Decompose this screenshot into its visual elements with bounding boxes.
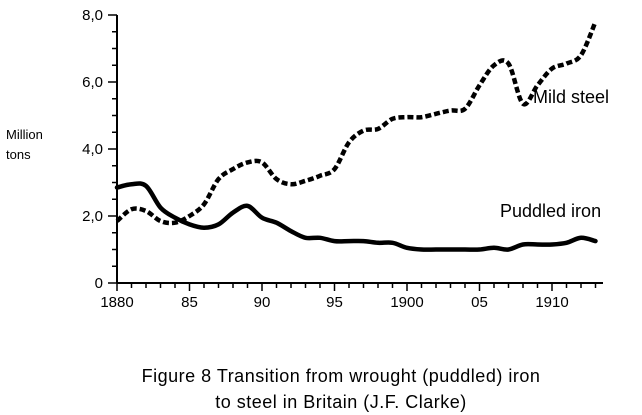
y-axis-label-line-2: tons [6, 147, 31, 162]
y-axis-label-line-1: Million [6, 127, 43, 142]
series-lines [114, 20, 598, 252]
x-axis-ticks: 1880 85 90 95 1900 05 1910 [100, 283, 597, 311]
figure-caption-line-2: to steel in Britain (J.F. Clarke) [215, 392, 467, 412]
x-tick-label: 05 [471, 294, 488, 311]
x-tick-label: 1910 [535, 294, 568, 311]
x-tick-label: 90 [254, 294, 271, 311]
y-tick-label: 4,0 [82, 141, 103, 158]
figure-caption-line-1: Figure 8 Transition from wrought (puddle… [141, 366, 541, 386]
x-tick-label: 1880 [100, 294, 133, 311]
line-chart: 1880 85 90 95 1900 05 1910 0 2,0 4,0 6,0 8,0 Milli… [6, 7, 609, 311]
series-line-puddled-iron [114, 181, 598, 252]
series-line-mild-steel [115, 20, 598, 226]
series-label-mild-steel: Mild steel [533, 87, 609, 107]
y-tick-label: 0 [95, 275, 103, 292]
x-tick-label: 95 [326, 294, 343, 311]
x-tick-label: 85 [181, 294, 198, 311]
y-tick-label: 6,0 [82, 74, 103, 91]
y-tick-label: 8,0 [82, 7, 103, 24]
series-label-puddled-iron: Puddled iron [500, 201, 601, 221]
y-axis-ticks: 0 2,0 4,0 6,0 8,0 [82, 7, 117, 292]
x-tick-label: 1900 [390, 294, 423, 311]
y-tick-label: 2,0 [82, 208, 103, 225]
